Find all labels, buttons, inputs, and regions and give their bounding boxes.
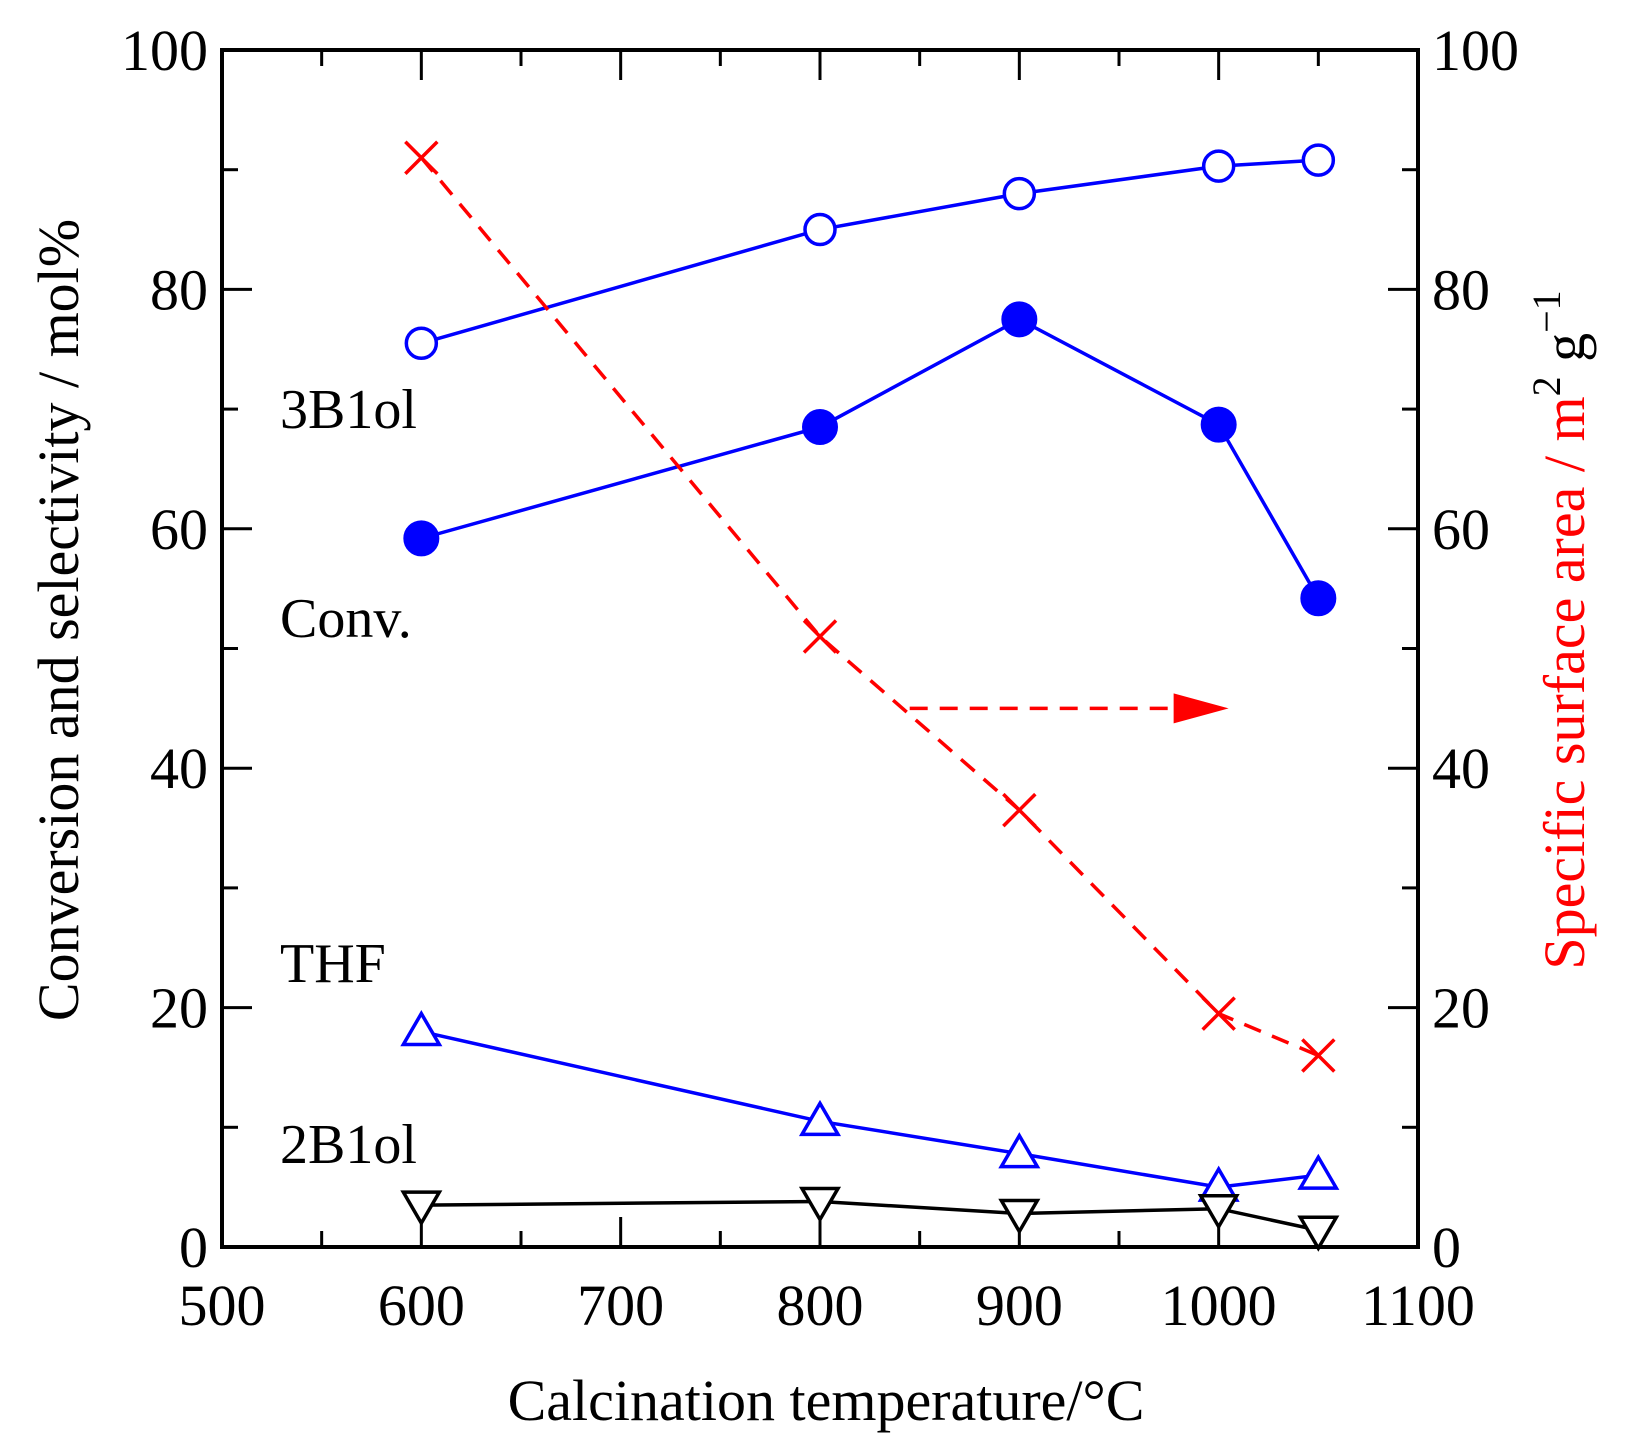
- y-tick-label-left: 40: [150, 736, 208, 801]
- data-point-specific-surface-area: [1301, 1038, 1336, 1073]
- series-line-2b1ol: [421, 1199, 1319, 1232]
- y-axis-right-label-g: g: [1532, 333, 1597, 377]
- y-tick-label-right: 40: [1432, 736, 1490, 801]
- data-point-conv: [802, 409, 838, 446]
- x-tick-label: 500: [179, 1273, 266, 1338]
- series-layer: [400, 140, 1340, 1252]
- series-line-thf: [420, 1029, 1319, 1189]
- y-tick-label-left: 0: [179, 1215, 208, 1280]
- data-point-2b1ol: [798, 1186, 842, 1223]
- labels-layer: Calcination temperature/°C Conversion an…: [26, 219, 1597, 1433]
- y-axis-right-label-supm1: −1: [1524, 290, 1569, 333]
- data-point-specific-surface-area: [1201, 996, 1236, 1031]
- annotation-thf: THF: [280, 933, 386, 995]
- data-point-3b1ol: [803, 212, 837, 247]
- y-tick-label-left: 60: [150, 497, 208, 562]
- data-point-conv: [1200, 406, 1237, 443]
- axis-arrow-head: [1173, 693, 1229, 724]
- data-point-specific-surface-area: [404, 140, 439, 175]
- data-point-thf: [400, 1010, 443, 1047]
- y-tick-label-left: 100: [121, 18, 208, 83]
- series-line-specific-surface-area: [419, 156, 1320, 1058]
- x-tick-label: 900: [976, 1273, 1063, 1338]
- y-axis-left-label: Conversion and selectivity / mol%: [26, 219, 91, 1021]
- data-point-3b1ol: [404, 326, 439, 361]
- data-point-2b1ol: [1197, 1193, 1240, 1231]
- data-point-thf: [1297, 1153, 1340, 1190]
- data-point-specific-surface-area: [1002, 792, 1037, 828]
- data-point-2b1ol: [400, 1190, 443, 1227]
- annotation-2b1ol: 2B1ol: [280, 1114, 417, 1176]
- annotation-conv: Conv.: [280, 588, 412, 650]
- data-point-thf: [998, 1132, 1041, 1169]
- x-tick-label: 600: [378, 1273, 465, 1338]
- y-axis-right-label: Specific surface area / m2 g−1: [1524, 290, 1597, 969]
- data-point-specific-surface-area: [802, 619, 838, 654]
- x-tick-label: 800: [777, 1273, 864, 1338]
- y-tick-label-left: 20: [150, 976, 208, 1041]
- x-tick-label: 1100: [1361, 1273, 1475, 1338]
- y-tick-label-left: 80: [150, 257, 208, 322]
- y-axis-right-label-sup2: 2: [1524, 376, 1569, 396]
- data-point-conv: [1001, 301, 1038, 338]
- data-point-2b1ol: [998, 1198, 1041, 1235]
- y-tick-label-right: 80: [1432, 257, 1490, 322]
- x-axis-label: Calcination temperature/°C: [508, 1368, 1145, 1433]
- y-tick-label-right: 100: [1432, 18, 1519, 83]
- data-point-3b1ol: [1002, 176, 1037, 211]
- annotation-3b1ol: 3B1ol: [280, 379, 417, 441]
- data-point-2b1ol: [1297, 1215, 1340, 1252]
- data-point-thf: [798, 1099, 842, 1137]
- series-line-3b1ol: [420, 158, 1319, 345]
- series-line-conv: [420, 317, 1320, 600]
- x-tick-label: 700: [577, 1273, 664, 1338]
- data-point-conv: [403, 520, 440, 557]
- y-tick-label-right: 0: [1432, 1215, 1461, 1280]
- data-point-3b1ol: [1201, 149, 1236, 183]
- y-tick-label-right: 20: [1432, 976, 1490, 1041]
- x-tick-label: 1000: [1161, 1273, 1277, 1338]
- data-point-conv: [1300, 580, 1337, 617]
- y-axis-right-label-main: Specific surface area / m: [1532, 396, 1597, 969]
- data-point-3b1ol: [1301, 143, 1336, 177]
- y-tick-label-right: 60: [1432, 497, 1490, 562]
